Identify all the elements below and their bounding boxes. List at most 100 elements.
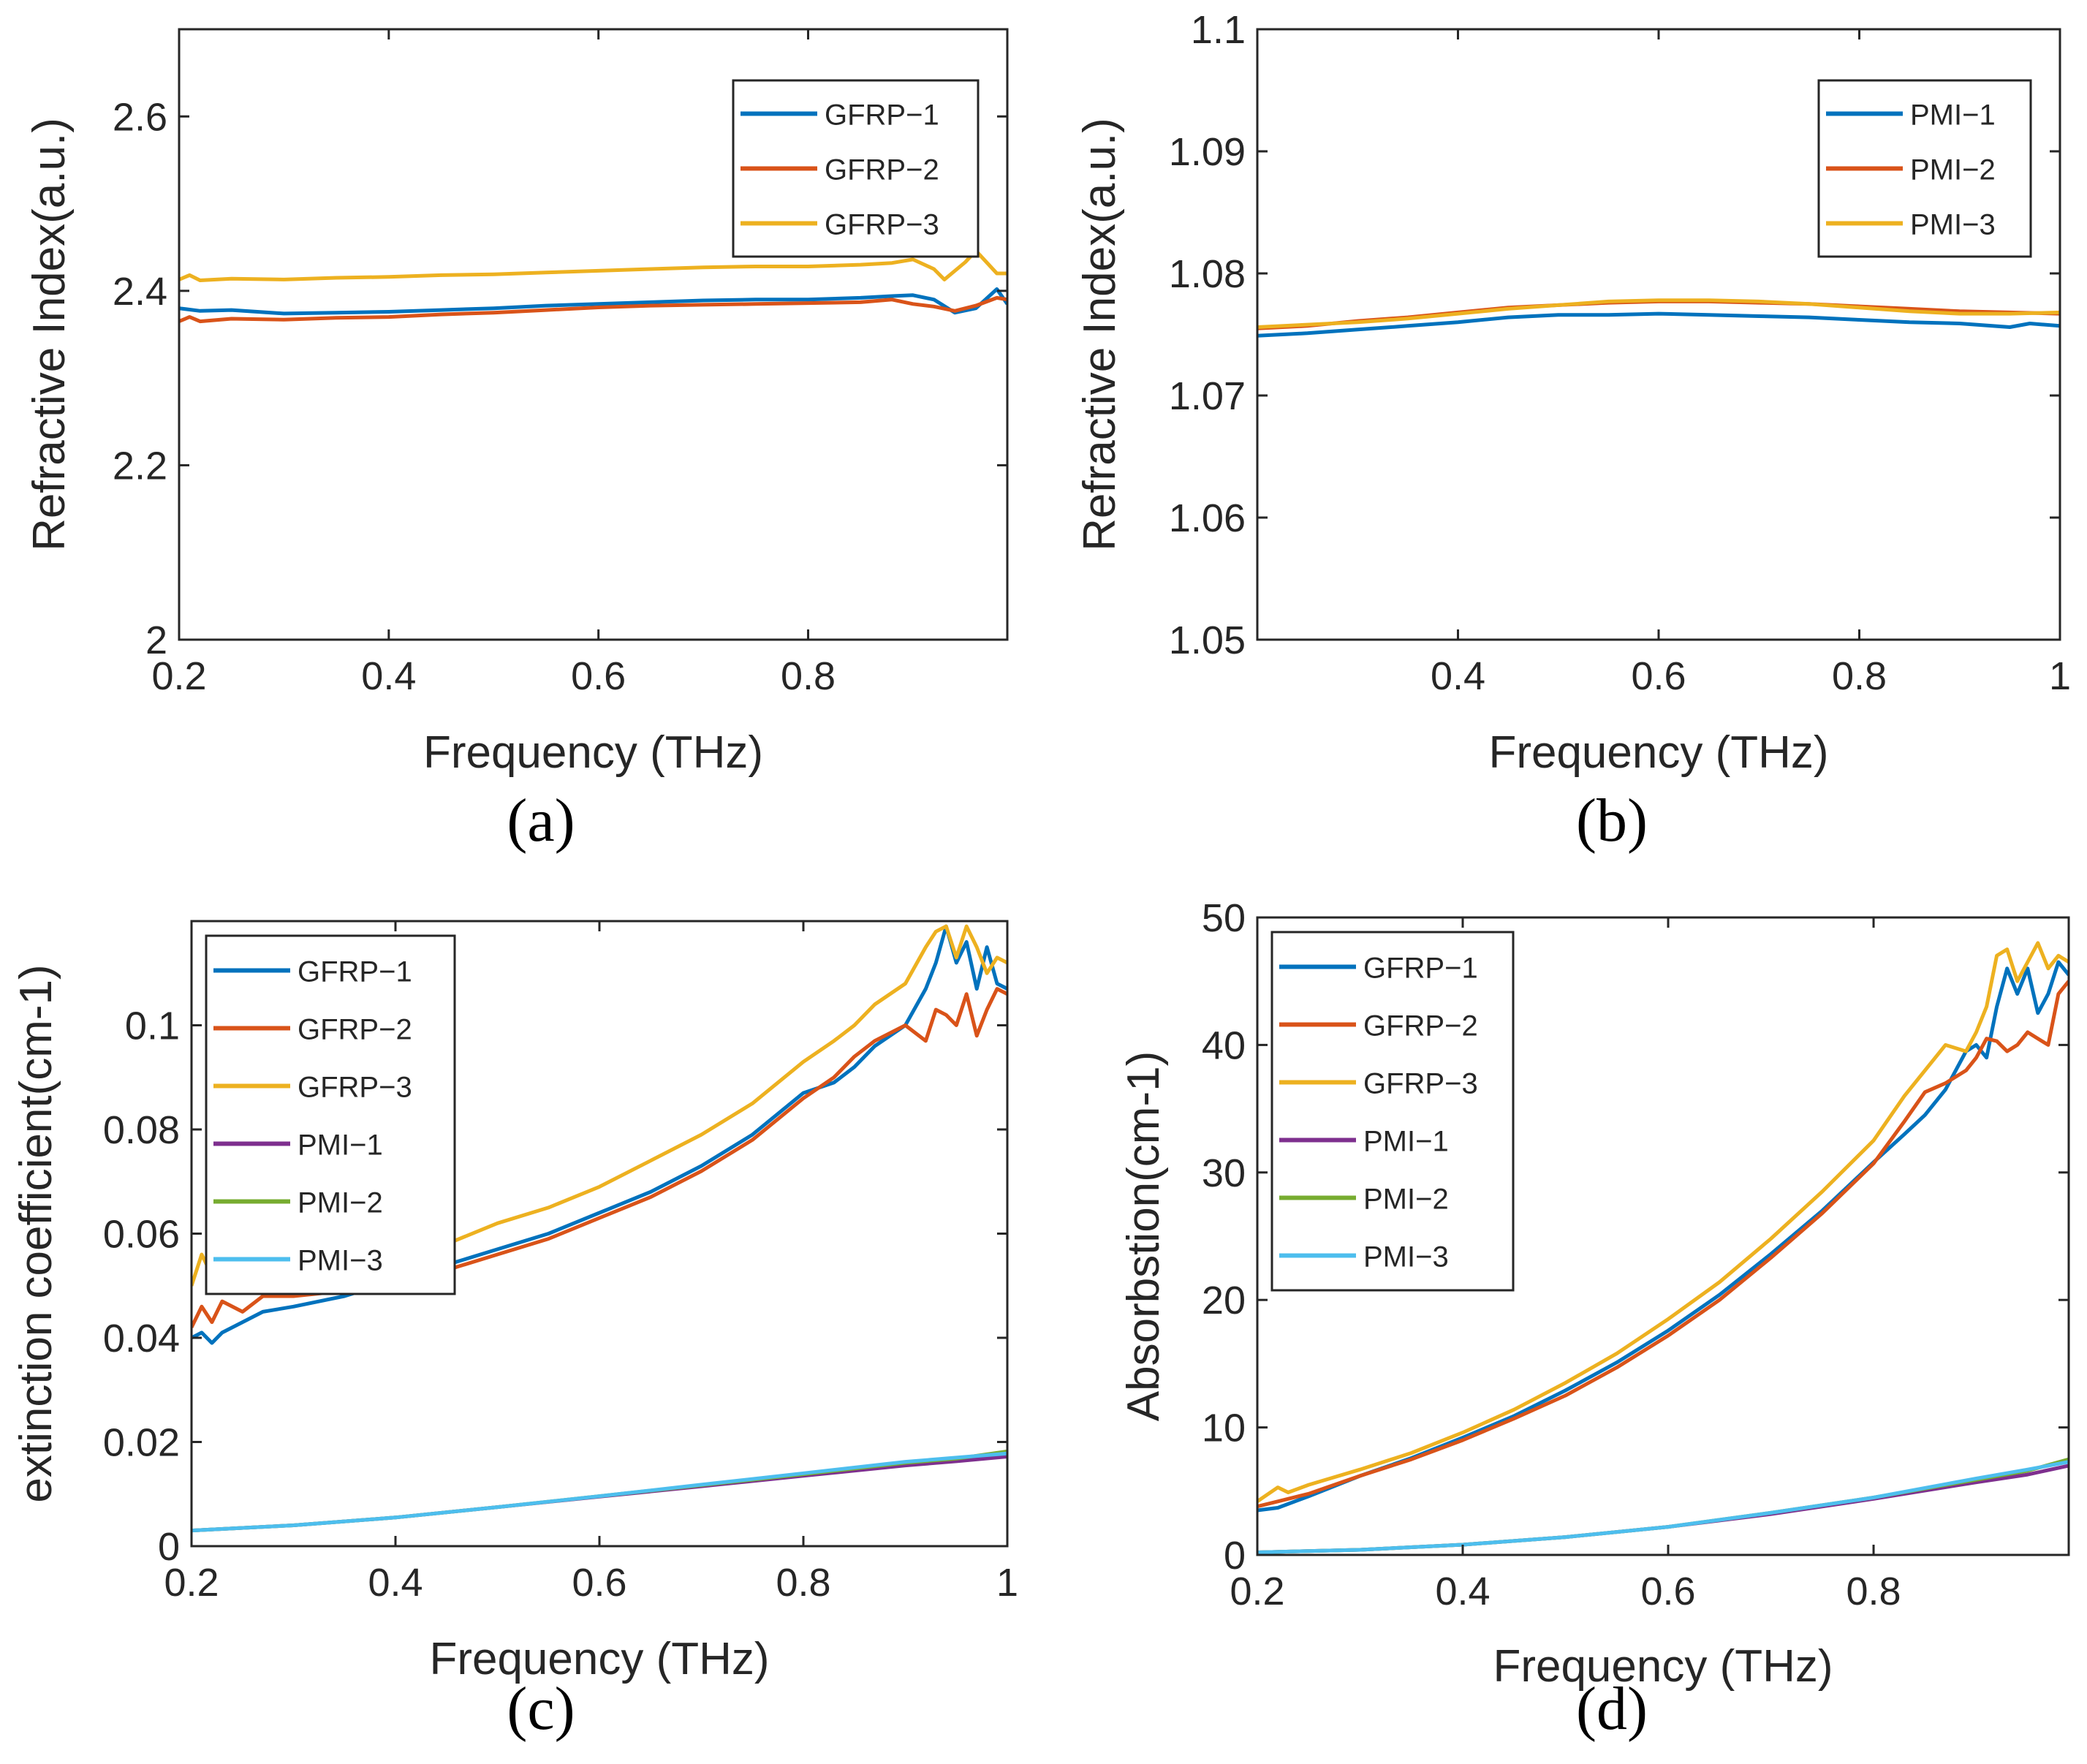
x-tick-label: 0.4	[1431, 654, 1485, 698]
y-tick-label: 0.04	[103, 1317, 180, 1360]
legend-label: GFRP−3	[1363, 1068, 1478, 1100]
series-line-pmi-3	[1257, 1460, 2069, 1554]
x-tick-label: 0.4	[1435, 1570, 1490, 1613]
x-tick-label: 0.2	[151, 654, 206, 698]
legend: GFRP−1 GFRP−2 GFRP−3	[732, 79, 980, 258]
series-line-pmi-1	[1257, 311, 2060, 338]
legend-label: PMI−3	[1363, 1241, 1449, 1273]
y-tick-label: 1.07	[1169, 374, 1246, 418]
y-axis-label: extinction coefficient(cm-1)	[11, 964, 61, 1502]
chart-panel-a: 0.2 0.4 0.6 0.8 2 2.2 2.4 2.6 Frequency (THz) Ref…	[24, 28, 1009, 855]
y-tick-label: 0.08	[103, 1108, 180, 1152]
legend: PMI−1 PMI−2 PMI−3	[1817, 79, 2032, 258]
legend-label: GFRP−3	[298, 1072, 412, 1104]
legend-label: PMI−2	[1910, 154, 1996, 186]
panel-caption: (d)	[1576, 1675, 1648, 1743]
series-line-gfrp-1	[179, 287, 1007, 316]
y-tick-label: 30	[1202, 1151, 1246, 1195]
legend-label: PMI−2	[298, 1187, 383, 1219]
x-tick-label: 0.8	[781, 654, 836, 698]
series-line-pmi-3	[192, 1451, 1007, 1533]
legend-label: PMI−3	[298, 1245, 383, 1277]
panel-caption: (a)	[507, 787, 575, 855]
y-tick-label: 2	[145, 618, 167, 662]
y-tick-label: 1.08	[1169, 252, 1246, 296]
x-tick-label: 0.8	[1832, 654, 1887, 698]
series-line-pmi-1	[1257, 1464, 2069, 1554]
legend-label: GFRP−2	[1363, 1010, 1478, 1042]
series-group	[179, 249, 1007, 324]
x-tick-label: 0.8	[776, 1561, 830, 1605]
y-tick-label: 2.2	[113, 444, 167, 488]
series-group	[1257, 298, 2060, 338]
series-line-gfrp-2	[192, 987, 1007, 1328]
legend-label: PMI−1	[1363, 1126, 1449, 1158]
y-axis-label: Refractive Index(a.u.)	[24, 118, 75, 551]
x-tick-label: 0.2	[1230, 1570, 1284, 1613]
x-tick-label: 0.4	[368, 1561, 423, 1605]
y-tick-label: 1.09	[1169, 130, 1246, 174]
x-tick-label: 0.2	[164, 1561, 219, 1605]
y-axis-label: Absorbstion(cm-1)	[1118, 1051, 1169, 1421]
legend-label: GFRP−3	[825, 209, 939, 241]
y-tick-label: 0.06	[103, 1213, 180, 1257]
series-line-gfrp-3	[1257, 941, 2069, 1503]
y-tick-label: 40	[1202, 1023, 1246, 1067]
panel-caption: (b)	[1576, 787, 1648, 855]
chart-panel-b: 0.4 0.6 0.8 1 1.05 1.06 1.07 1.08 1.09 1.1 Frequen…	[1075, 8, 2071, 855]
y-axis-label: Refractive Index(a.u.)	[1075, 118, 1125, 551]
series-line-gfrp-3	[179, 249, 1007, 282]
legend-label: GFRP−2	[825, 154, 939, 186]
x-tick-label: 0.6	[571, 654, 626, 698]
x-axis-label: Frequency (THz)	[1493, 1641, 1833, 1692]
chart-panel-d: 0.2 0.4 0.6 0.8 0 10 20 30 40 50 Frequency (THz) Ab…	[1118, 896, 2070, 1743]
series-line-gfrp-2	[179, 295, 1007, 324]
x-axis-label: Frequency (THz)	[423, 727, 763, 778]
x-axis-label: Frequency (THz)	[1488, 727, 1828, 778]
legend-label: GFRP−2	[298, 1014, 412, 1046]
y-tick-label: 1.1	[1191, 8, 1246, 52]
legend-label: GFRP−1	[1363, 953, 1478, 985]
y-tick-label: 1.05	[1169, 618, 1246, 662]
y-tick-label: 0	[158, 1525, 180, 1569]
x-tick-label: 0.6	[1640, 1570, 1695, 1613]
legend-box	[1270, 931, 1515, 1292]
series-line-gfrp-1	[192, 924, 1007, 1345]
y-tick-label: 2.4	[113, 270, 167, 314]
legend: GFRP−1 GFRP−2 GFRP−3 PMI−1 PMI−2 PMI−3	[205, 934, 456, 1295]
legend-label: PMI−1	[298, 1129, 383, 1162]
x-tick-label: 1	[2049, 654, 2071, 698]
series-line-gfrp-2	[1257, 980, 2069, 1509]
y-tick-label: 10	[1202, 1407, 1246, 1450]
x-tick-label: 1	[996, 1561, 1018, 1605]
legend: GFRP−1 GFRP−2 GFRP−3 PMI−1 PMI−2 PMI−3	[1270, 931, 1515, 1292]
series-line-pmi-1	[192, 1455, 1007, 1533]
axes-box	[178, 28, 1009, 641]
chart-panel-c: 0.2 0.4 0.6 0.8 1 0 0.02 0.04 0.06 0.08 0.1 Frequen…	[11, 920, 1018, 1743]
legend-box	[205, 934, 456, 1295]
series-group	[1257, 941, 2069, 1554]
legend-label: GFRP−1	[825, 99, 939, 132]
y-tick-label: 50	[1202, 896, 1246, 940]
series-line-pmi-3	[1257, 298, 2060, 329]
legend-label: PMI−1	[1910, 99, 1996, 132]
y-tick-label: 20	[1202, 1279, 1246, 1322]
x-axis-label: Frequency (THz)	[429, 1634, 769, 1684]
y-tick-label: 0.1	[125, 1004, 180, 1048]
legend-label: GFRP−1	[298, 956, 412, 988]
series-group	[192, 924, 1007, 1533]
x-tick-label: 0.6	[1631, 654, 1686, 698]
y-tick-label: 2.6	[113, 95, 167, 139]
y-tick-label: 0	[1224, 1534, 1246, 1578]
y-tick-label: 1.06	[1169, 496, 1246, 540]
y-tick-label: 0.02	[103, 1421, 180, 1465]
panel-caption: (c)	[507, 1675, 575, 1743]
series-line-pmi-2	[1257, 1457, 2069, 1554]
axes-box	[1256, 916, 2070, 1556]
x-tick-label: 0.6	[572, 1561, 626, 1605]
legend-label: PMI−2	[1363, 1184, 1449, 1216]
x-tick-label: 0.4	[361, 654, 416, 698]
legend-label: PMI−3	[1910, 209, 1996, 241]
x-tick-label: 0.8	[1846, 1570, 1901, 1613]
